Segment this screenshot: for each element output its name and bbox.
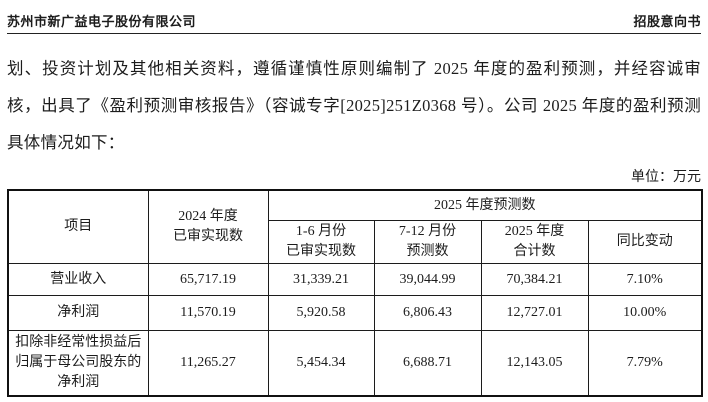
cell-year-total: 12,143.05 <box>480 330 589 397</box>
cell-h1-actual: 31,339.21 <box>267 263 375 296</box>
column-header-2024-line1: 2024 年度 <box>178 209 238 224</box>
page-header: 苏州市新广益电子股份有限公司 招股意向书 <box>7 0 701 34</box>
column-header-2024-actual: 2024 年度 已审实现数 <box>147 189 269 264</box>
row-label: 营业收入 <box>7 263 149 296</box>
table-row-net-profit-excl-nonrecurring: 扣除非经常性损益后归属于母公司股东的净利润 11,265.27 5,454.34… <box>7 330 703 397</box>
column-group-2025-forecast: 2025 年度预测数 <box>267 189 703 221</box>
column-header-2025-total: 2025 年度 合计数 <box>480 220 589 264</box>
cell-2024-actual: 11,265.27 <box>147 330 269 397</box>
cell-h2-forecast: 6,806.43 <box>373 295 482 331</box>
column-header-2024-line2: 已审实现数 <box>173 229 243 244</box>
column-header-item: 项目 <box>7 189 149 264</box>
cell-h1-actual: 5,454.34 <box>267 330 375 397</box>
column-header-h2-line1: 7-12 月份 <box>398 224 457 239</box>
column-header-h2-forecast: 7-12 月份 预测数 <box>373 220 482 264</box>
table-header-row-group: 项目 2024 年度 已审实现数 2025 年度预测数 <box>7 189 703 264</box>
column-header-h1-line2: 已审实现数 <box>286 244 356 259</box>
cell-yoy-change: 7.79% <box>587 330 703 397</box>
column-header-yoy-change: 同比变动 <box>587 220 703 264</box>
row-label: 净利润 <box>7 295 149 331</box>
cell-year-total: 12,727.01 <box>480 295 589 331</box>
column-header-total-line1: 2025 年度 <box>504 224 565 239</box>
column-header-h1-actual: 1-6 月份 已审实现数 <box>267 220 375 264</box>
cell-h1-actual: 5,920.58 <box>267 295 375 331</box>
table-row-revenue: 营业收入 65,717.19 31,339.21 39,044.99 70,38… <box>7 263 703 296</box>
table-header-row-sub: 1-6 月份 已审实现数 7-12 月份 预测数 2025 年度 合计数 同比变… <box>8 220 703 264</box>
cell-h2-forecast: 39,044.99 <box>373 263 482 296</box>
company-name: 苏州市新广益电子股份有限公司 <box>7 14 197 29</box>
cell-yoy-change: 7.10% <box>587 263 703 296</box>
cell-h2-forecast: 6,688.71 <box>373 330 482 397</box>
column-header-total-line2: 合计数 <box>513 244 556 259</box>
document-type-label: 招股意向书 <box>633 14 701 29</box>
forecast-paragraph: 划、投资计划及其他相关资料，遵循谨慎性原则编制了 2025 年度的盈利预测，并经… <box>7 59 701 152</box>
table-row-net-profit: 净利润 11,570.19 5,920.58 6,806.43 12,727.0… <box>7 295 703 331</box>
cell-2024-actual: 11,570.19 <box>147 295 269 331</box>
column-header-h1-line1: 1-6 月份 <box>295 224 347 239</box>
unit-label: 单位：万元 <box>631 170 701 185</box>
cell-yoy-change: 10.00% <box>587 295 703 331</box>
profit-forecast-table: 项目 2024 年度 已审实现数 2025 年度预测数 1-6 月份 已审实现数… <box>7 189 703 397</box>
cell-2024-actual: 65,717.19 <box>147 263 269 296</box>
column-header-h2-line2: 预测数 <box>406 244 449 259</box>
row-label: 扣除非经常性损益后归属于母公司股东的净利润 <box>7 330 149 397</box>
cell-year-total: 70,384.21 <box>480 263 589 296</box>
